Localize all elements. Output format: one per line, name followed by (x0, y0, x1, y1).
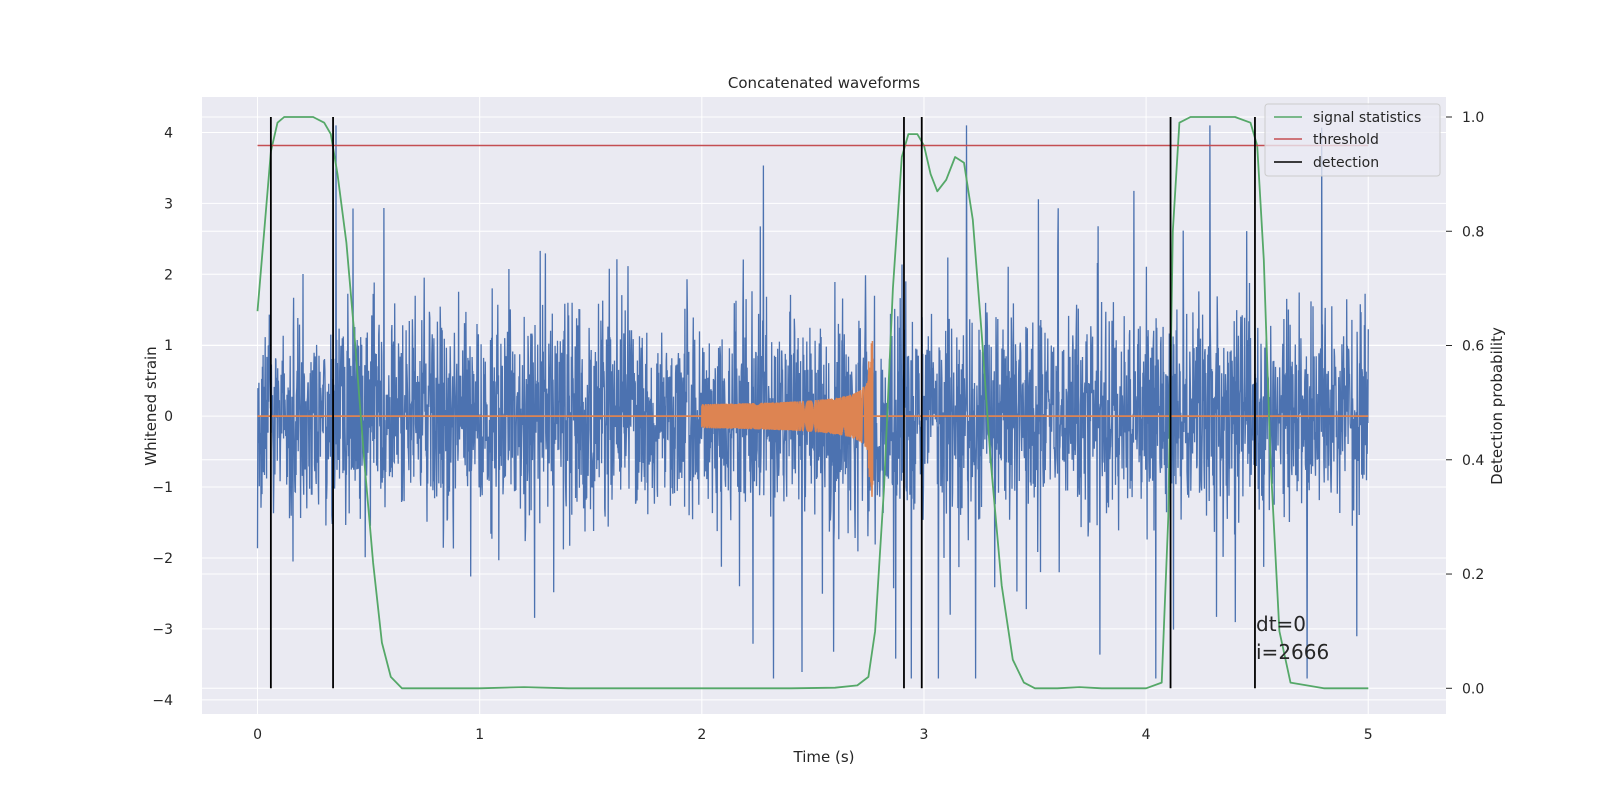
y-axis-right-label: Detection probability (1488, 327, 1506, 485)
y-right-tick-label: 1.0 (1462, 110, 1484, 126)
annotation-dt: dt=0 (1256, 612, 1306, 636)
y-right-tick-label: 0.0 (1462, 681, 1484, 697)
y-tick-label: 0 (164, 409, 173, 425)
signal-statistics-series (256, 116, 1369, 690)
y-tick-label: −3 (152, 622, 173, 638)
y-axis-right-ticks: 0.0 0.2 0.4 0.6 0.8 1.0 (1446, 110, 1484, 697)
y-tick-label: −4 (152, 693, 173, 709)
y-tick-label: 3 (164, 196, 173, 212)
y-right-tick-label: 0.4 (1462, 453, 1484, 469)
x-tick-label: 1 (475, 727, 484, 743)
x-tick-label: 5 (1364, 727, 1373, 743)
signal-statistics-line (256, 116, 1369, 690)
x-tick-label: 4 (1142, 727, 1151, 743)
detection-series (269, 116, 1256, 689)
legend: signal statistics threshold detection (1264, 103, 1441, 177)
legend-box (1264, 103, 1441, 177)
legend-label-detection: detection (1313, 155, 1379, 171)
template-waveform-series (257, 340, 1369, 497)
y-tick-label: 4 (164, 125, 173, 141)
chart-title: Concatenated waveforms (728, 74, 920, 92)
template-chirp-line (701, 340, 874, 497)
annotation-index: i=2666 (1256, 640, 1329, 664)
y-tick-label: 2 (164, 267, 173, 283)
y-tick-label: −2 (152, 551, 173, 567)
y-right-tick-label: 0.6 (1462, 339, 1484, 355)
legend-label-signal-statistics: signal statistics (1313, 110, 1421, 126)
x-axis-ticks: 0 1 2 3 4 5 (253, 727, 1373, 743)
y-tick-label: −1 (152, 480, 173, 496)
y-axis-label: Whitened strain (142, 346, 160, 465)
x-tick-label: 0 (253, 727, 262, 743)
y-axis-left-ticks: −4 −3 −2 −1 0 1 2 3 4 (152, 125, 173, 708)
x-tick-label: 3 (920, 727, 929, 743)
x-tick-label: 2 (697, 727, 706, 743)
x-axis-label: Time (s) (793, 748, 855, 766)
y-right-tick-label: 0.2 (1462, 567, 1484, 583)
y-tick-label: 1 (164, 338, 173, 354)
legend-label-threshold: threshold (1313, 132, 1379, 148)
annotation: dt=0 i=2666 (1256, 612, 1329, 664)
y-right-tick-label: 0.8 (1462, 224, 1484, 240)
